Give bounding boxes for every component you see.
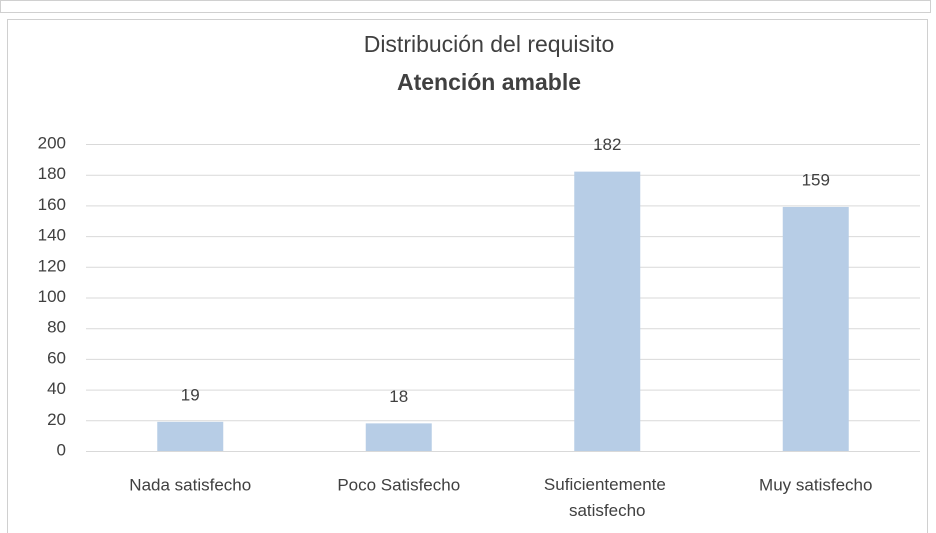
- y-tick-label: 40: [47, 379, 66, 398]
- y-tick-label: 160: [38, 195, 66, 214]
- chart-subtitle: Atención amable: [397, 69, 581, 95]
- bar: [574, 171, 641, 451]
- data-label: 182: [593, 135, 621, 154]
- x-tick-label: Poco Satisfecho: [337, 475, 460, 494]
- data-label: 18: [389, 387, 408, 406]
- chart-frame: [7, 19, 928, 533]
- y-tick-label: 200: [38, 133, 66, 152]
- bar: [365, 423, 432, 451]
- y-tick-label: 20: [47, 410, 66, 429]
- y-tick-label: 180: [38, 164, 66, 183]
- y-tick-label: 60: [47, 348, 66, 367]
- top-frame: [0, 0, 931, 13]
- bar: [157, 421, 224, 451]
- y-tick-label: 0: [57, 440, 66, 459]
- x-tick-label: Nada satisfecho: [129, 475, 251, 494]
- x-tick-label: Muy satisfecho: [759, 475, 872, 494]
- data-label: 159: [802, 170, 830, 189]
- y-tick-label: 120: [38, 256, 66, 275]
- x-tick-label: Suficientemente satisfecho: [544, 475, 671, 520]
- chart-title: Distribución del requisito: [364, 31, 615, 57]
- bar: [782, 206, 849, 451]
- data-label: 19: [181, 385, 200, 404]
- y-tick-label: 100: [38, 287, 66, 306]
- y-tick-label: 80: [47, 318, 66, 337]
- y-tick-label: 140: [38, 226, 66, 245]
